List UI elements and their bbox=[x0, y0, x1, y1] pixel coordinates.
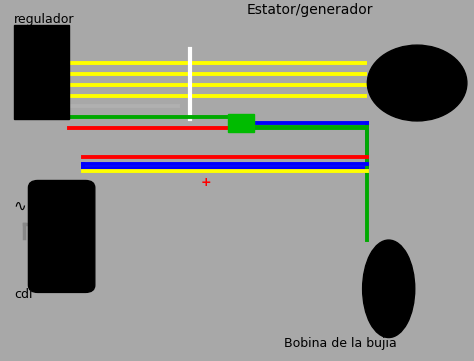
Bar bbox=[228, 114, 254, 132]
Ellipse shape bbox=[363, 240, 415, 338]
Bar bbox=[14, 25, 69, 119]
Circle shape bbox=[367, 45, 467, 121]
Text: Bobina de la bujia: Bobina de la bujia bbox=[284, 336, 397, 349]
Text: cdi: cdi bbox=[14, 288, 33, 301]
FancyBboxPatch shape bbox=[28, 180, 95, 292]
Text: ∿: ∿ bbox=[13, 199, 26, 214]
Text: regulador: regulador bbox=[14, 13, 75, 26]
Text: Estator/generador: Estator/generador bbox=[246, 4, 373, 17]
Text: +: + bbox=[201, 176, 211, 189]
